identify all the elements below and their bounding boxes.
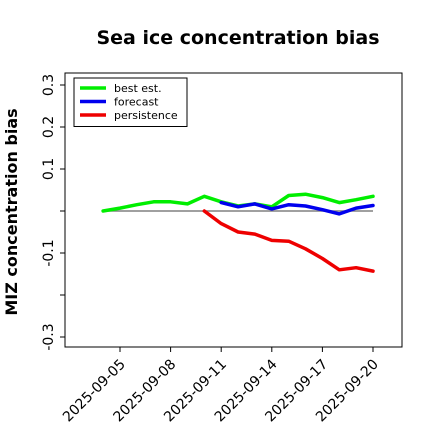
y-tick-label: 0.1	[41, 158, 57, 180]
y-tick-label: 0.2	[41, 116, 57, 138]
y-tick-label: 0.3	[41, 74, 57, 96]
plot-frame	[64, 72, 403, 348]
y-axis-label: MIZ concentration bias	[2, 108, 21, 315]
y-tick-label: -0.1	[41, 239, 57, 266]
legend-label: persistence	[114, 109, 178, 122]
legend-label: forecast	[114, 96, 159, 109]
series-line-forecast	[219, 200, 375, 216]
y-tick-label: -0.3	[41, 323, 57, 350]
series-line-persistence	[202, 209, 375, 273]
plot-area: 0.30.20.1-0.1-0.32025-09-052025-09-08202…	[41, 72, 403, 425]
legend-label: best est.	[114, 82, 162, 95]
chart-title: Sea ice concentration bias	[96, 27, 379, 49]
